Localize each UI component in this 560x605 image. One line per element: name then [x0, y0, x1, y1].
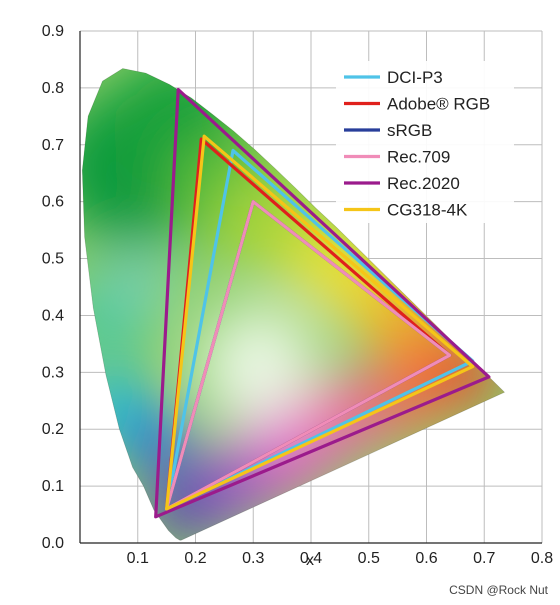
legend-item-rec-709: Rec.709: [344, 148, 450, 167]
gamut-triangles: [154, 87, 491, 519]
gamut-triangle-rec-2020: [154, 87, 491, 519]
legend-label: DCI-P3: [387, 68, 443, 87]
watermark-text: CSDN @Rock Nut: [449, 583, 548, 597]
x-tick-label: 0.5: [358, 550, 380, 567]
y-tick-label: 0.2: [42, 421, 64, 438]
legend-item-rec-2020: Rec.2020: [344, 174, 460, 193]
gamut-triangle-cg318-4k: [165, 134, 475, 511]
y-tick-label: 0.7: [42, 137, 64, 154]
gamut-color-region: [103, 247, 173, 316]
x-tick-label: 0.8: [531, 550, 553, 567]
x-tick-label: 0.1: [127, 550, 149, 567]
y-tick-label: 0.0: [42, 535, 64, 552]
legend-item-dci-p3: DCI-P3: [344, 68, 443, 87]
legend-item-adobe-rgb: Adobe® RGB: [344, 95, 490, 114]
legend: DCI-P3 Adobe® RGB sRGB Rec.709 Rec.2020 CG318…: [336, 61, 514, 223]
y-tick-label: 0.3: [42, 364, 64, 381]
y-tick-label: 0.9: [42, 23, 64, 40]
x-tick-label: 0.7: [473, 550, 495, 567]
legend-item-srgb: sRGB: [344, 121, 432, 140]
legend-background: [336, 61, 514, 223]
y-tick-label: 0.1: [42, 478, 64, 495]
y-tick-label: 0.8: [42, 80, 64, 97]
legend-label: Rec.2020: [387, 174, 460, 193]
y-tick-label: 0.5: [42, 251, 64, 268]
legend-label: Adobe® RGB: [387, 95, 490, 114]
legend-label: Rec.709: [387, 148, 450, 167]
x-axis-label: x: [306, 552, 314, 569]
legend-label: CG318-4K: [387, 201, 468, 220]
legend-label: sRGB: [387, 121, 432, 140]
gamut-triangle-rec-709: [165, 200, 452, 511]
y-tick-label: 0.4: [42, 307, 64, 324]
y-tick-label: 0.6: [42, 194, 64, 211]
spectral-locus-outline: [81, 68, 506, 541]
legend-item-cg318-4k: CG318-4K: [344, 201, 468, 220]
x-tick-label: 0.6: [415, 550, 437, 567]
white-point-glow: [184, 286, 335, 447]
x-tick-label: 0.4: [300, 550, 322, 567]
gamut-triangle-dci-p3: [165, 148, 475, 511]
x-tick-label: 0.2: [184, 550, 206, 567]
gamut-color-region: [82, 372, 150, 441]
axes: 0.1 0.2 0.3 0.4 0.5 0.6 0.7 0.8 0.0 0.1 0.2 0.3 0.4 0…: [42, 23, 553, 567]
x-tick-label: 0.3: [242, 550, 264, 567]
